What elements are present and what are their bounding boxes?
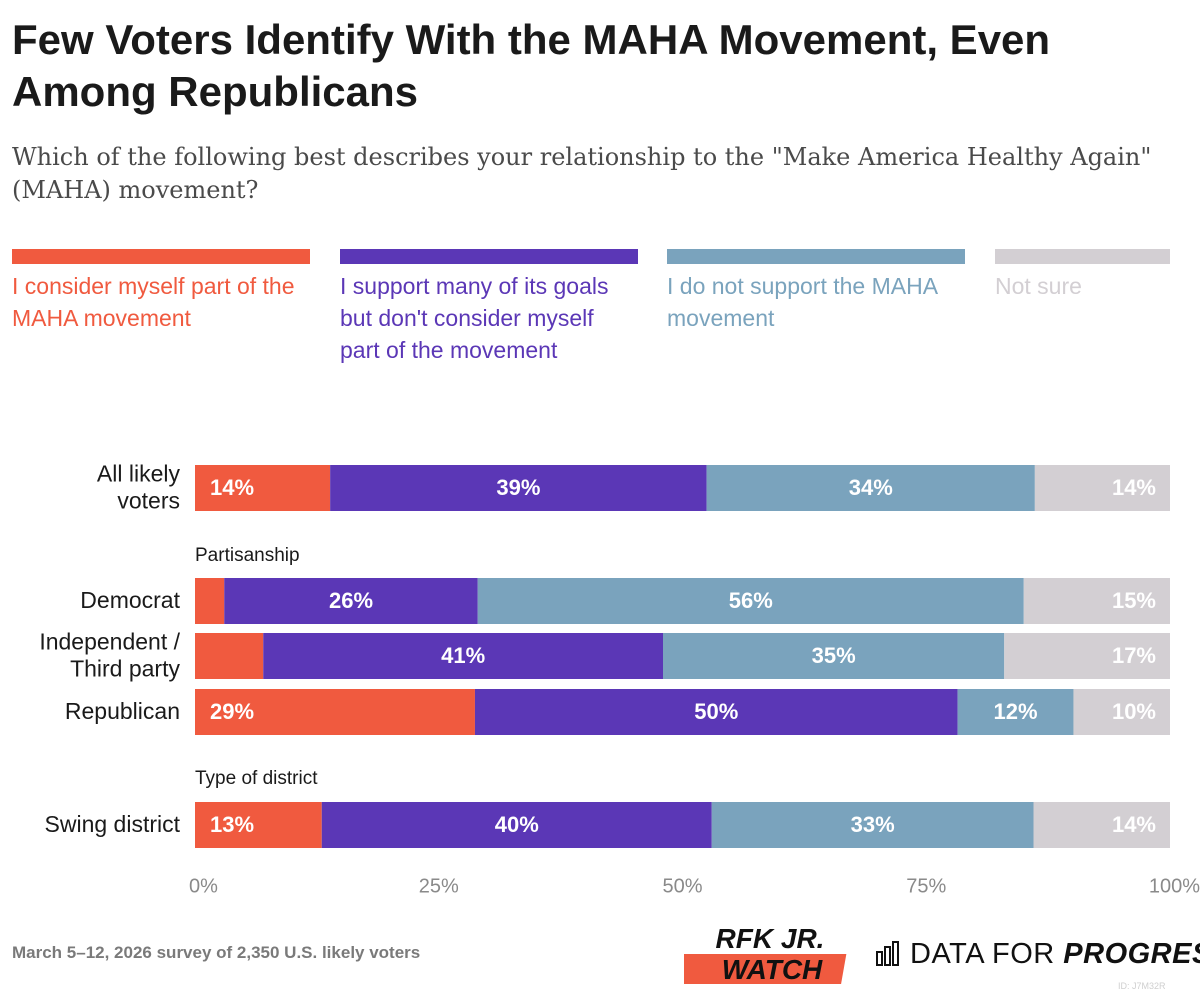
bar-segment: [1004, 633, 1170, 679]
row-label: All likely: [97, 461, 181, 487]
row-label: Third party: [70, 656, 180, 682]
x-tick-label: 25%: [419, 875, 459, 897]
bar-segment: [195, 633, 264, 679]
legend-label: I do not support the MAHA movement: [667, 273, 937, 331]
data-label: 40%: [495, 812, 539, 837]
data-label: 15%: [1112, 588, 1156, 613]
row-label: Independent /: [39, 629, 180, 655]
data-label: 34%: [849, 475, 893, 500]
data-label: 14%: [1112, 812, 1156, 837]
data-label: 35%: [812, 643, 856, 668]
data-label: 50%: [694, 699, 738, 724]
bar-segment: [663, 633, 1005, 679]
bar-segment: [224, 578, 478, 624]
logo-rfk-line2: WATCH: [722, 954, 823, 985]
x-tick-label: 50%: [662, 875, 702, 897]
x-tick-label: 75%: [906, 875, 946, 897]
rfk-watch-logo: RFK JR. WATCH: [684, 923, 847, 985]
data-label: 12%: [994, 699, 1038, 724]
logo-rfk-band: [684, 954, 847, 984]
legend-label: I consider myself part of the MAHA movem…: [12, 273, 295, 331]
bar-segment: [474, 689, 958, 735]
data-label: 41%: [441, 643, 485, 668]
data-label: 33%: [851, 812, 895, 837]
data-for-progress-logo: DATA FOR PROGRESS: [876, 934, 1200, 974]
bar-segment: [195, 689, 475, 735]
legend-item-2: I support many of its goals but don't co…: [340, 249, 638, 366]
bar-segment: [1034, 465, 1170, 511]
bar-segment: [195, 802, 322, 848]
data-label: 14%: [210, 475, 254, 500]
bar-chart-icon: [876, 941, 899, 966]
chart-subtitle: Which of the following best describes yo…: [12, 143, 1152, 204]
group-heading: Type of district: [195, 768, 318, 789]
row-label: voters: [117, 488, 180, 514]
legend-swatch: [995, 249, 1170, 264]
row-label: Swing district: [45, 811, 181, 837]
data-label: 13%: [210, 812, 254, 837]
bar-segment: [195, 578, 225, 624]
logo-dfp-part1: DATA FOR: [910, 938, 1064, 970]
legend-item-4: Not sure: [995, 249, 1170, 302]
chart-title: Few Voters Identify With the MAHA Moveme…: [12, 16, 1051, 115]
data-label: 29%: [210, 699, 254, 724]
x-tick-label: 100%: [1149, 875, 1200, 897]
data-label: 14%: [1112, 475, 1156, 500]
bar-segment: [321, 802, 712, 848]
legend-swatch: [12, 249, 310, 264]
data-label: 10%: [1112, 699, 1156, 724]
bar-segment: [477, 578, 1024, 624]
bar-segment: [1073, 689, 1170, 735]
image-id: ID: J7M32R: [1118, 981, 1166, 991]
bar-segment: [711, 802, 1034, 848]
survey-note: March 5–12, 2026 survey of 2,350 U.S. li…: [12, 943, 421, 962]
bar-segment: [1033, 802, 1170, 848]
legend-label: Not sure: [995, 273, 1082, 299]
legend-swatch: [340, 249, 638, 264]
bar-segment: [330, 465, 707, 511]
bar-segment: [195, 465, 331, 511]
row-label: Democrat: [80, 587, 180, 613]
legend-item-1: I consider myself part of the MAHA movem…: [12, 249, 310, 334]
legend-item-3: I do not support the MAHA movement: [667, 249, 965, 334]
legend-label: I support many of its goals but don't co…: [340, 273, 609, 363]
x-tick-label: 0%: [189, 875, 218, 897]
group-heading: Partisanship: [195, 545, 300, 566]
bar-segment: [957, 689, 1074, 735]
data-label: 39%: [496, 475, 540, 500]
legend-swatch: [667, 249, 965, 264]
data-label: 26%: [329, 588, 373, 613]
bar-segment: [263, 633, 663, 679]
data-label: 56%: [729, 588, 773, 613]
logo-dfp-part2: PROGRESS: [1063, 938, 1200, 970]
bar-segment: [1023, 578, 1170, 624]
bar-segment: [706, 465, 1035, 511]
data-label: 17%: [1112, 643, 1156, 668]
logo-rfk-line1: RFK JR.: [716, 923, 825, 954]
row-label: Republican: [65, 698, 180, 724]
